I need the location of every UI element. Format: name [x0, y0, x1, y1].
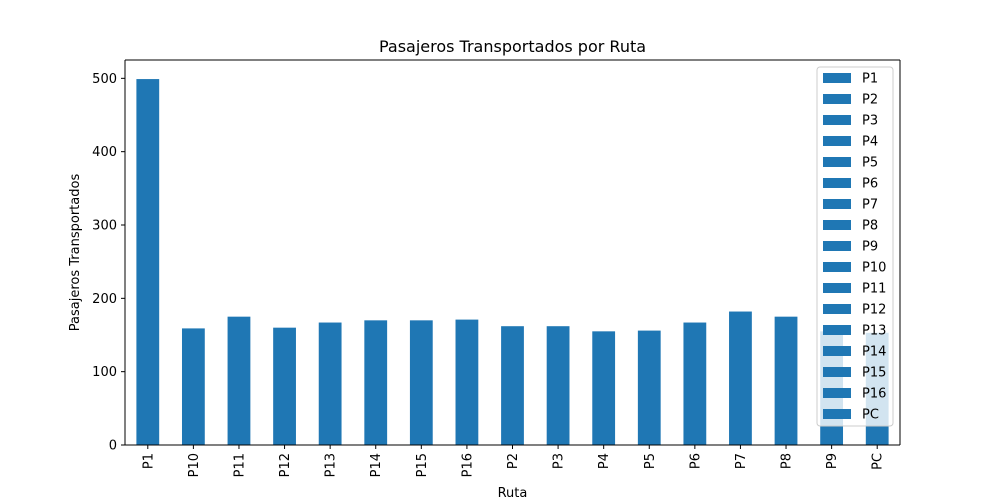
legend-label: P6	[862, 177, 878, 192]
legend-label: P9	[862, 240, 878, 255]
bar-P8	[774, 316, 798, 445]
legend-entries: P1 P2 P3 P4 P5 P6 P7 P8 P9 P10 P11 P12 P13 P14 P15 P16 P…	[823, 72, 886, 423]
y-tick-label: 200	[92, 292, 117, 307]
legend-swatch	[823, 388, 851, 398]
legend-label: P2	[862, 93, 878, 108]
legend-label: P13	[862, 324, 886, 339]
x-tick-label: P9	[825, 453, 840, 469]
y-tick-label: 100	[92, 365, 117, 380]
legend-swatch	[823, 199, 851, 209]
bar-P12	[273, 327, 296, 445]
legend-label: PC	[862, 408, 879, 423]
legend-swatch	[823, 262, 851, 272]
legend-label: P15	[862, 366, 886, 381]
x-tick-label: P7	[734, 453, 749, 469]
legend-swatch	[823, 73, 851, 83]
legend-label: P14	[862, 345, 886, 360]
bar-P13	[318, 322, 342, 445]
y-tick-label: 300	[92, 219, 117, 234]
x-tick-label: P2	[506, 453, 521, 469]
x-tick-label: P15	[415, 453, 430, 477]
bar-P3	[546, 326, 570, 445]
legend-label: P5	[862, 156, 878, 171]
legend-label: P8	[862, 219, 878, 234]
legend-swatch	[823, 283, 851, 293]
x-tick-label: P12	[278, 453, 293, 477]
legend-swatch	[823, 136, 851, 146]
x-tick-label: P3	[552, 453, 567, 469]
bar-P5	[637, 330, 661, 445]
legend-label: P11	[862, 282, 886, 297]
x-tick-label: P8	[780, 453, 795, 469]
legend-swatch	[823, 157, 851, 167]
bar-P11	[227, 316, 251, 445]
legend-label: P16	[862, 387, 886, 402]
bar-P7	[729, 311, 752, 445]
x-ticks: P1 P10 P11 P12 P13 P14 P15 P16 P2 P3 P4 P5 P6 P7 P8 P9 P…	[141, 445, 886, 477]
x-tick-label: P16	[460, 453, 475, 477]
legend-swatch	[823, 367, 851, 377]
legend-label: P10	[862, 261, 886, 276]
legend-swatch	[823, 304, 851, 314]
x-tick-label: P5	[643, 453, 658, 469]
bar-P4	[592, 331, 616, 445]
legend-swatch	[823, 325, 851, 335]
y-axis-label: Pasajeros Transportados	[68, 174, 83, 332]
legend-label: P1	[862, 72, 878, 87]
legend-swatch	[823, 346, 851, 356]
bar-P2	[501, 326, 524, 445]
legend-swatch	[823, 94, 851, 104]
legend-frame	[816, 66, 894, 427]
legend-swatch	[823, 409, 851, 419]
x-tick-label: P13	[324, 453, 339, 477]
x-tick-label: P14	[369, 453, 384, 477]
bar-P16	[455, 319, 479, 445]
legend-swatch	[823, 241, 851, 251]
x-tick-label: PC	[871, 453, 886, 470]
y-tick-label: 0	[109, 439, 117, 454]
x-tick-label: P11	[232, 453, 247, 477]
y-tick-label: 500	[92, 72, 117, 87]
x-tick-label: P1	[141, 453, 156, 469]
y-ticks: 0 100 200 300 400 500	[92, 72, 125, 454]
legend-label: P7	[862, 198, 878, 213]
legend: P1 P2 P3 P4 P5 P6 P7 P8 P9 P10 P11 P12 P13 P14 P15 P16 P…	[816, 66, 894, 427]
legend-swatch	[823, 115, 851, 125]
chart-title: Pasajeros Transportados por Ruta	[379, 37, 646, 56]
bar-P14	[364, 320, 388, 445]
x-tick-label: P6	[688, 453, 703, 469]
legend-label: P4	[862, 135, 878, 150]
bar-P6	[683, 322, 707, 445]
legend-swatch	[823, 220, 851, 230]
bar-P10	[181, 328, 205, 445]
x-tick-label: P10	[187, 453, 202, 477]
bar-P15	[409, 320, 433, 445]
legend-label: P12	[862, 303, 886, 318]
x-axis-label: Ruta	[498, 486, 528, 500]
bar-P1	[136, 79, 160, 446]
legend-label: P3	[862, 114, 878, 129]
x-tick-label: P4	[597, 453, 612, 469]
y-tick-label: 400	[92, 145, 117, 160]
legend-swatch	[823, 178, 851, 188]
